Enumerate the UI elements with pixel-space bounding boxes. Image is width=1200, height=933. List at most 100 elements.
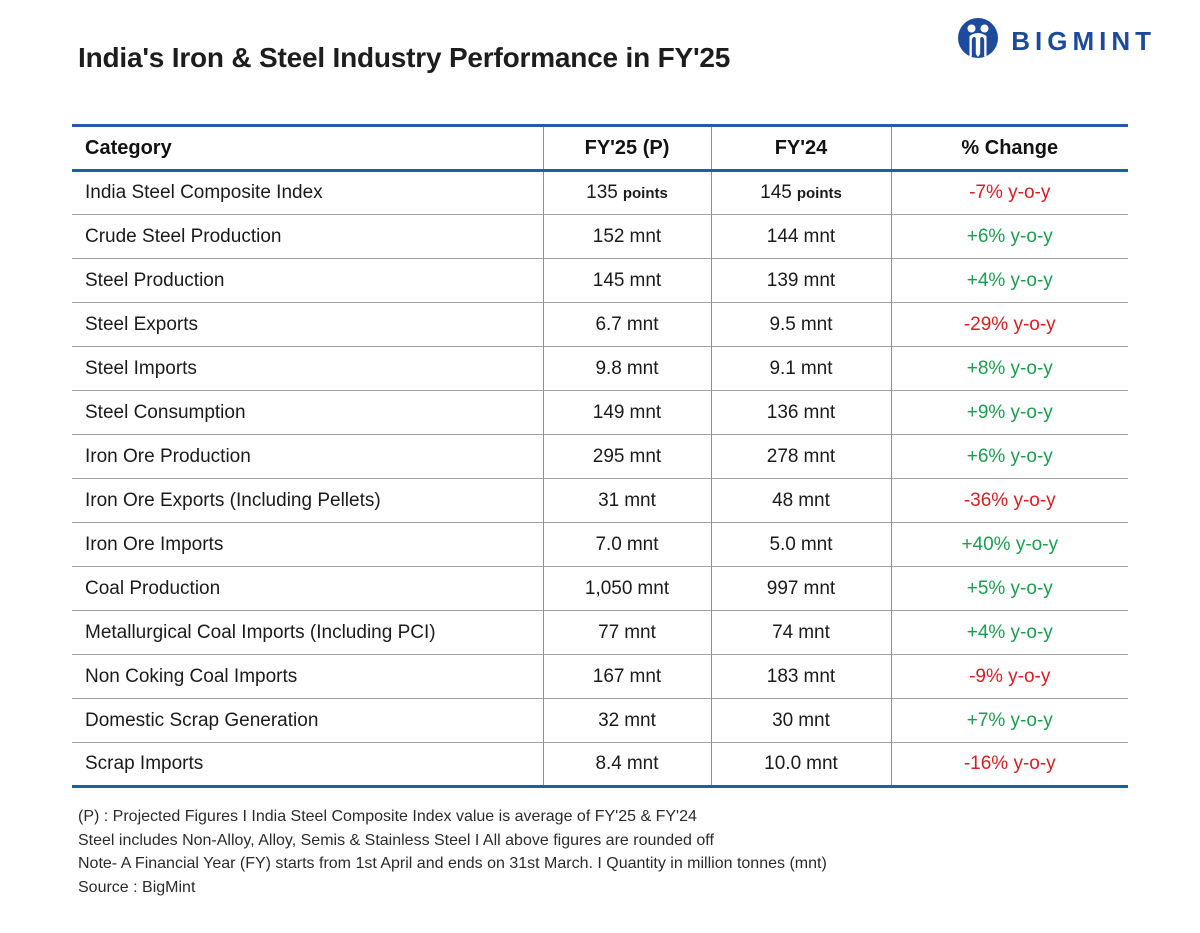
- cell-category: Steel Consumption: [72, 390, 544, 435]
- cell-fy24: 183 mnt: [711, 654, 892, 699]
- fy24-value: 145: [760, 182, 792, 203]
- footnotes: (P) : Projected Figures I India Steel Co…: [78, 805, 827, 899]
- fy24-value: 183: [766, 665, 799, 687]
- fy24-unit: mnt: [806, 753, 838, 774]
- fy24-unit: mnt: [803, 269, 836, 291]
- cell-category: India Steel Composite Index: [72, 170, 544, 215]
- table-row: Metallurgical Coal Imports (Including PC…: [72, 610, 1128, 655]
- table-row: Steel Imports 9.8 mnt 9.1 mnt +8% y-o-y: [72, 346, 1128, 391]
- col-header-change: % Change: [891, 125, 1128, 172]
- cell-change: +4% y-o-y: [891, 258, 1128, 303]
- footnote-fy-definition: Note- A Financial Year (FY) starts from …: [78, 855, 827, 872]
- cell-fy25: 135 points: [543, 170, 712, 215]
- fy25-unit: mnt: [626, 313, 659, 335]
- cell-change: +4% y-o-y: [891, 610, 1128, 655]
- table-row: Steel Exports 6.7 mnt 9.5 mnt -29% y-o-y: [72, 302, 1128, 347]
- fy24-unit: mnt: [803, 665, 836, 687]
- cell-category: Steel Production: [72, 258, 544, 303]
- cell-fy24: 10.0 mnt: [711, 742, 892, 787]
- cell-fy25: 1,050 mnt: [543, 566, 712, 611]
- fy25-value: 145: [592, 269, 625, 291]
- fy24-value: 278: [766, 445, 799, 467]
- fy25-value: 295: [592, 445, 625, 467]
- fy25-value: 8.4: [595, 753, 622, 774]
- fy25-unit: mnt: [626, 357, 659, 379]
- cell-category: Iron Ore Exports (Including Pellets): [72, 478, 544, 523]
- table-row: Iron Ore Imports 7.0 mnt 5.0 mnt +40% y-o-…: [72, 522, 1128, 567]
- fy24-unit: mnt: [798, 489, 830, 511]
- table-row: Coal Production 1,050 mnt 997 mnt +5% y-o-…: [72, 566, 1128, 611]
- cell-change: -9% y-o-y: [891, 654, 1128, 699]
- cell-category: Crude Steel Production: [72, 214, 544, 259]
- cell-category: Domestic Scrap Generation: [72, 698, 544, 743]
- cell-change: +7% y-o-y: [891, 698, 1128, 743]
- fy24-unit: mnt: [800, 313, 833, 335]
- cell-fy25: 77 mnt: [543, 610, 712, 655]
- fy25-value: 7.0: [595, 533, 622, 555]
- fy25-value: 1,050: [584, 577, 633, 599]
- footnote-projected: (P) : Projected Figures I India Steel Co…: [78, 808, 697, 825]
- table-row: Scrap Imports 8.4 mnt 10.0 mnt -16% y-o-y: [72, 742, 1128, 787]
- fy25-unit: mnt: [629, 665, 662, 687]
- fy24-unit: mnt: [803, 445, 836, 467]
- col-header-fy24: FY'24: [711, 125, 892, 172]
- cell-fy25: 152 mnt: [543, 214, 712, 259]
- cell-fy24: 278 mnt: [711, 434, 892, 479]
- table-row: Non Coking Coal Imports 167 mnt 183 mnt -9…: [72, 654, 1128, 699]
- cell-category: Iron Ore Imports: [72, 522, 544, 567]
- cell-category: Coal Production: [72, 566, 544, 611]
- fy25-unit: mnt: [626, 753, 659, 774]
- cell-fy24: 997 mnt: [711, 566, 892, 611]
- cell-fy24: 5.0 mnt: [711, 522, 892, 567]
- table-row: India Steel Composite Index 135 points 14…: [72, 170, 1128, 215]
- fy24-unit: mnt: [798, 709, 830, 731]
- fy24-value: 74: [772, 621, 794, 643]
- cell-fy25: 6.7 mnt: [543, 302, 712, 347]
- cell-category: Scrap Imports: [72, 742, 544, 787]
- bigmint-logo: BIGMINT: [957, 16, 1156, 66]
- table-row: Iron Ore Exports (Including Pellets) 31 m…: [72, 478, 1128, 523]
- fy24-unit: mnt: [803, 577, 836, 599]
- cell-fy25: 9.8 mnt: [543, 346, 712, 391]
- fy25-unit: mnt: [624, 621, 656, 643]
- col-header-fy25: FY'25 (P): [543, 125, 712, 172]
- performance-table: Category FY'25 (P) FY'24 % Change India …: [72, 124, 1128, 788]
- cell-category: Metallurgical Coal Imports (Including PC…: [72, 610, 544, 655]
- fy24-value: 997: [766, 577, 799, 599]
- page-title: India's Iron & Steel Industry Performanc…: [78, 42, 731, 73]
- fy25-unit: mnt: [637, 577, 670, 599]
- cell-fy24: 136 mnt: [711, 390, 892, 435]
- fy25-unit: mnt: [629, 225, 662, 247]
- fy24-unit: mnt: [800, 357, 833, 379]
- fy25-unit: mnt: [629, 401, 662, 423]
- fy25-value: 167: [592, 665, 625, 687]
- fy25-value: 152: [592, 225, 625, 247]
- cell-fy24: 145 points: [711, 170, 892, 215]
- cell-fy24: 48 mnt: [711, 478, 892, 523]
- fy24-unit: mnt: [803, 401, 836, 423]
- cell-change: +8% y-o-y: [891, 346, 1128, 391]
- fy24-unit: points: [796, 185, 842, 202]
- cell-fy25: 167 mnt: [543, 654, 712, 699]
- cell-change: +6% y-o-y: [891, 214, 1128, 259]
- fy25-unit: mnt: [624, 709, 656, 731]
- footnote-source: Source : BigMint: [78, 878, 196, 896]
- fy24-value: 136: [766, 401, 799, 423]
- fy25-value: 6.7: [595, 313, 622, 335]
- cell-fy25: 295 mnt: [543, 434, 712, 479]
- cell-fy24: 139 mnt: [711, 258, 892, 303]
- fy24-value: 30: [772, 709, 794, 731]
- table-row: Steel Consumption 149 mnt 136 mnt +9% y-o-…: [72, 390, 1128, 435]
- table-body: India Steel Composite Index 135 points 14…: [72, 170, 1128, 787]
- cell-fy24: 30 mnt: [711, 698, 892, 743]
- table-row: Iron Ore Production 295 mnt 278 mnt +6% y-…: [72, 434, 1128, 479]
- fy24-unit: mnt: [803, 225, 836, 247]
- cell-fy25: 32 mnt: [543, 698, 712, 743]
- fy25-unit: mnt: [626, 533, 659, 555]
- fy25-unit: mnt: [624, 489, 656, 511]
- fy24-value: 10.0: [764, 753, 802, 774]
- table-row: Domestic Scrap Generation 32 mnt 30 mnt +7…: [72, 698, 1128, 743]
- cell-fy24: 144 mnt: [711, 214, 892, 259]
- header-row: Category FY'25 (P) FY'24 % Change: [72, 125, 1128, 172]
